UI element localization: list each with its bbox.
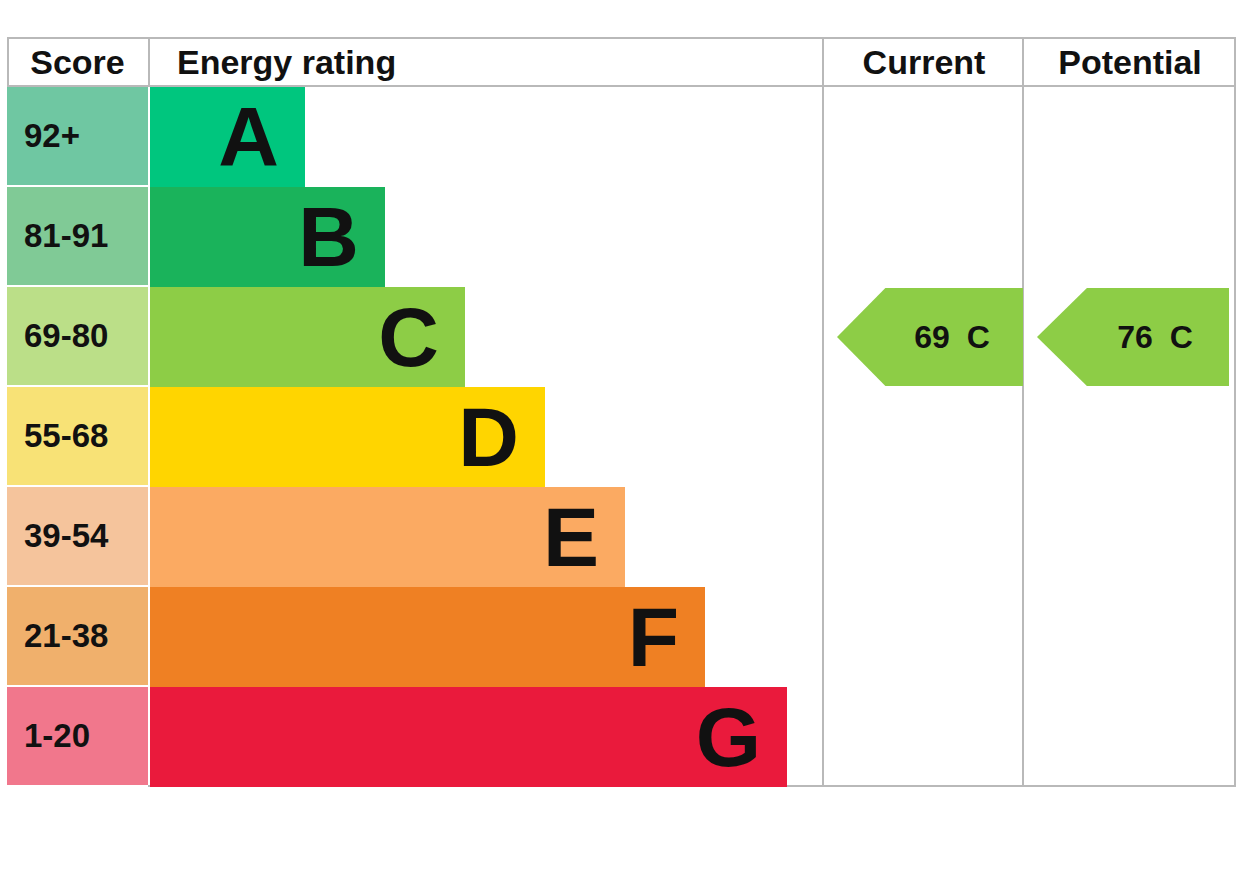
column-header-potential: Potential (1024, 39, 1236, 85)
current-potential-divider (1022, 37, 1024, 787)
band-row-c: 69-80 C (7, 287, 824, 387)
table-right-border (1234, 37, 1236, 787)
current-rating-arrow: 69 C (837, 288, 1023, 386)
band-bar-f: F (150, 587, 705, 687)
band-row-b: 81-91 B (7, 187, 824, 287)
band-row-a: 92+ A (7, 87, 824, 187)
table-header-row: Score Energy rating Current Potential (7, 37, 1236, 87)
potential-rating-band: C (1170, 319, 1193, 356)
band-bar-g: G (150, 687, 787, 787)
epc-table: Score Energy rating Current Potential 92… (7, 37, 1236, 787)
current-rating-band: C (967, 319, 990, 356)
score-range-e: 39-54 (7, 487, 148, 587)
band-bar-e: E (150, 487, 625, 587)
band-row-g: 1-20 G (7, 687, 824, 787)
column-header-score: Score (7, 39, 148, 85)
band-bar-c: C (150, 287, 465, 387)
score-range-g: 1-20 (7, 687, 148, 787)
potential-rating-arrow: 76 C (1037, 288, 1229, 386)
column-header-energy-rating: Energy rating (150, 39, 824, 85)
column-header-current: Current (824, 39, 1024, 85)
band-row-d: 55-68 D (7, 387, 824, 487)
score-range-c: 69-80 (7, 287, 148, 387)
band-bar-a: A (150, 87, 305, 187)
score-rating-divider (148, 37, 150, 87)
score-range-a: 92+ (7, 87, 148, 187)
band-row-e: 39-54 E (7, 487, 824, 587)
score-range-b: 81-91 (7, 187, 148, 287)
band-bar-d: D (150, 387, 545, 487)
header-left-border (7, 37, 9, 87)
current-rating-value: 69 (914, 319, 950, 356)
band-bar-b: B (150, 187, 385, 287)
potential-rating-value: 76 (1117, 319, 1153, 356)
epc-rating-chart: Score Energy rating Current Potential 92… (0, 0, 1254, 876)
score-range-f: 21-38 (7, 587, 148, 687)
band-row-f: 21-38 F (7, 587, 824, 687)
score-range-d: 55-68 (7, 387, 148, 487)
